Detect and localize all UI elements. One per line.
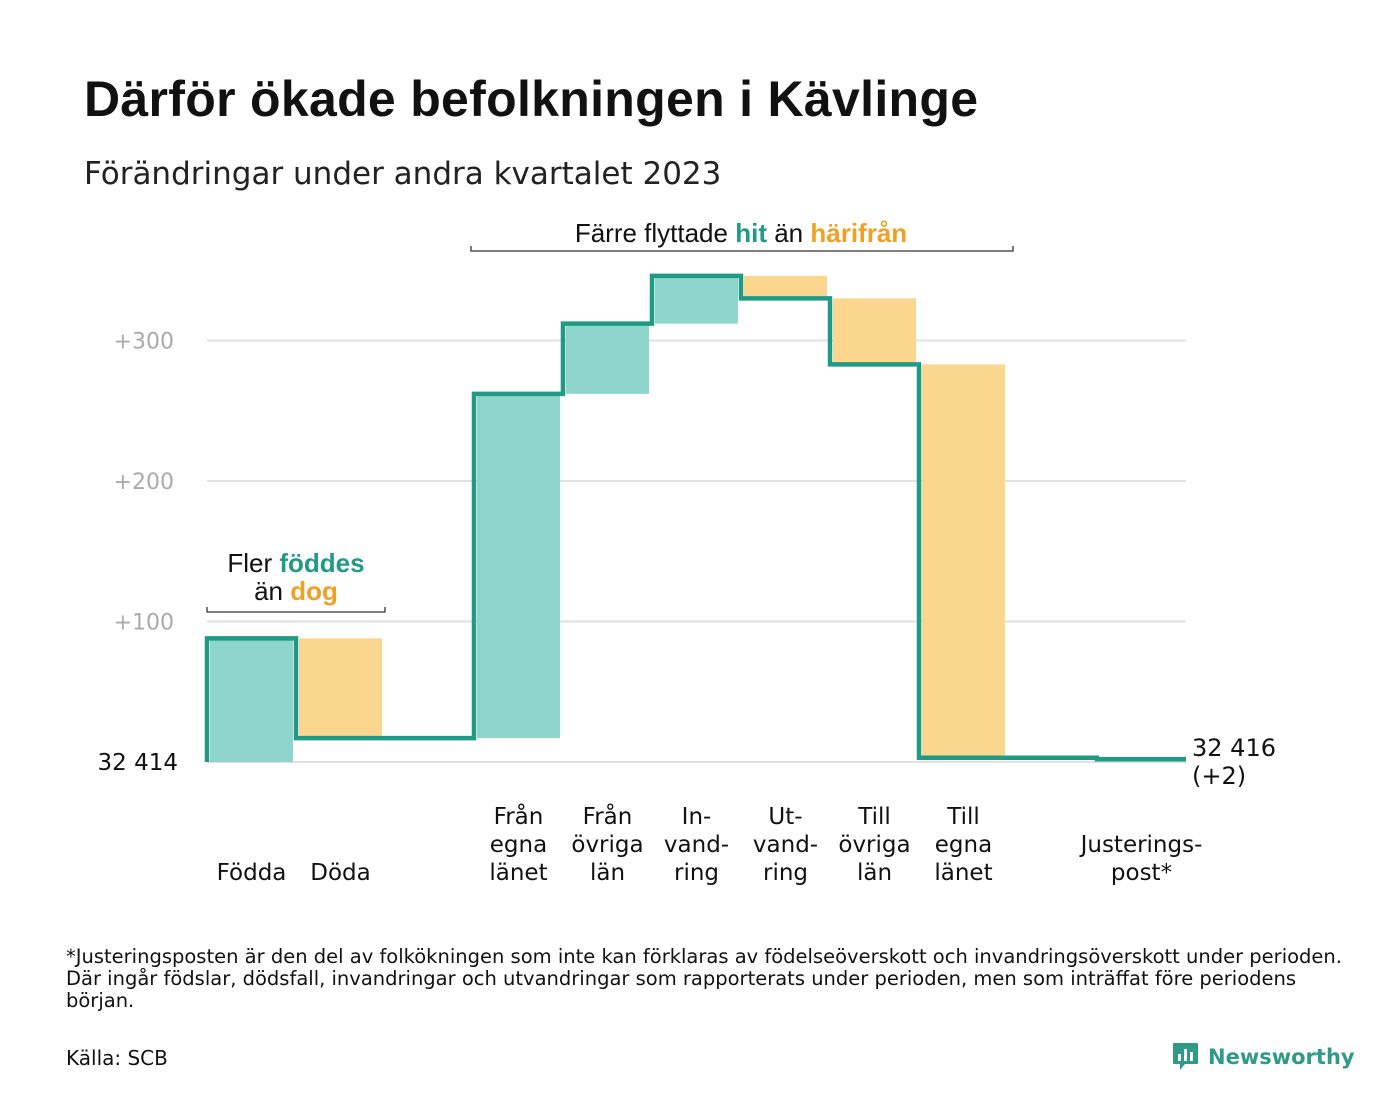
source-credit: Källa: SCB xyxy=(66,1046,168,1070)
category-label: ring xyxy=(674,860,719,886)
bar-invandring xyxy=(655,275,738,324)
category-label: Från xyxy=(583,802,633,830)
annotation-plain-text: Färre flyttade xyxy=(575,218,735,248)
end-change-label: (+2) xyxy=(1192,762,1246,790)
category-label: övriga xyxy=(571,832,643,858)
moves-annotation-bracket xyxy=(470,246,1014,252)
bar-födda xyxy=(210,638,293,762)
gridlines: +100 +200 +300 xyxy=(114,330,1186,763)
footnote: *Justeringsposten är den del av folkökni… xyxy=(66,945,1342,1012)
y-tick-label: +300 xyxy=(114,330,174,355)
category-label: län xyxy=(590,860,625,886)
cumulative-step-line xyxy=(204,273,1186,762)
category-label: länet xyxy=(934,860,992,886)
brand-logo: Newsworthy xyxy=(1172,1042,1355,1071)
bars xyxy=(210,275,1183,762)
bar-från-egna-länet xyxy=(477,393,560,739)
category-label: post* xyxy=(1111,860,1172,886)
category-label: vand- xyxy=(753,832,818,858)
bar-till-övriga-län xyxy=(833,298,916,365)
births-annotation-bracket xyxy=(206,607,386,613)
start-value-label: 32 414 xyxy=(98,750,178,776)
chart-title: Därför ökade befolkningen i Kävlinge xyxy=(84,71,979,127)
category-label: länet xyxy=(489,860,547,886)
category-label: Döda xyxy=(310,860,370,886)
category-label: Ut- xyxy=(768,804,802,830)
annotation-out-text: härifrån xyxy=(810,218,907,248)
category-label: Från xyxy=(494,802,544,830)
y-tick-label: +200 xyxy=(114,470,174,495)
category-label: egna xyxy=(490,832,547,858)
brand-name: Newsworthy xyxy=(1208,1044,1355,1069)
category-label: Till xyxy=(857,804,891,830)
category-label: län xyxy=(857,860,892,886)
category-label: övriga xyxy=(838,832,910,858)
annotation-in-text: föddes xyxy=(279,548,364,578)
moves-annotation-line1: Färre flyttade hit än härifrån xyxy=(575,218,907,248)
labels: Födda DödaFrånegnalänetFrånövrigalänIn-va… xyxy=(98,734,1276,886)
category-label: Födda xyxy=(217,860,287,886)
births-annotation-line2: än dog xyxy=(254,576,338,606)
category-label: egna xyxy=(935,832,992,858)
y-tick-label: +100 xyxy=(114,611,174,636)
annotation-out-text: dog xyxy=(290,576,338,606)
step-line xyxy=(204,273,1186,762)
category-label: In- xyxy=(682,804,712,830)
annotation-plain-text: Fler xyxy=(227,548,279,578)
end-value-label: 32 416 xyxy=(1192,734,1276,762)
bar-döda xyxy=(299,638,382,739)
bar-utvandring xyxy=(744,275,827,299)
bar-till-egna-länet xyxy=(922,364,1005,758)
annotation-in-text: hit xyxy=(735,218,767,248)
category-label: vand- xyxy=(664,832,729,858)
annotation-plain-text: än xyxy=(767,218,810,248)
newsworthy-logo-icon xyxy=(1173,1043,1198,1070)
category-label: ring xyxy=(763,860,808,886)
category-label: Till xyxy=(946,804,980,830)
chart-subtitle: Förändringar under andra kvartalet 2023 xyxy=(84,156,722,192)
category-label: Justerings- xyxy=(1079,832,1203,858)
annotation-plain-text: än xyxy=(254,576,290,606)
births-annotation-line1: Fler föddes xyxy=(227,548,364,578)
bar-från-övriga-län xyxy=(566,323,649,394)
